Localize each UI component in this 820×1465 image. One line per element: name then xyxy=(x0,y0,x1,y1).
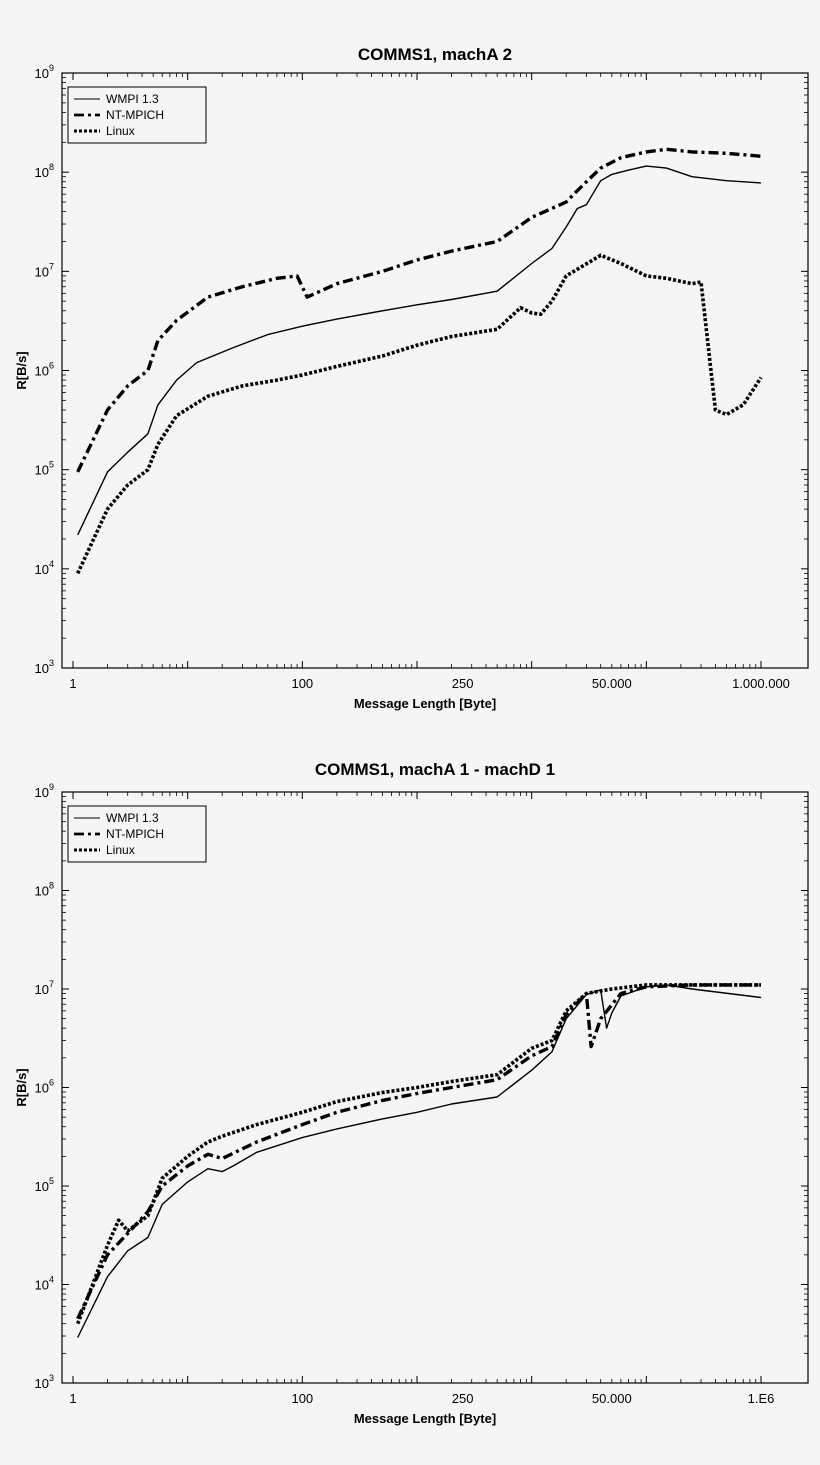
y-tick-label: 106 xyxy=(35,361,54,379)
y-tick-label: 104 xyxy=(35,1275,54,1293)
x-tick-label: 100 xyxy=(291,676,313,691)
legend-entry: WMPI 1.3 xyxy=(106,92,159,106)
series-line-nt-mpich xyxy=(76,983,761,1320)
chart-1: 103 104 105 106 107 108 109 1 100 250 50.000 1.000.… xyxy=(14,45,809,711)
chart-title: COMMS1, machA 2 xyxy=(358,45,512,64)
x-tick-label: 1.000.000 xyxy=(732,676,790,691)
series-line-nt-mpich xyxy=(76,147,762,473)
series-line-wmpi-1-3 xyxy=(77,165,762,536)
y-tick-label: 105 xyxy=(35,1176,54,1194)
y-tick-label: 109 xyxy=(35,63,54,81)
legend-entry: Linux xyxy=(106,843,135,857)
y-tick-label: 105 xyxy=(35,460,54,478)
y-tick-label: 103 xyxy=(35,1373,54,1391)
y-axis-label: R[B/s] xyxy=(14,351,29,389)
x-tick-label: 50.000 xyxy=(592,1391,632,1406)
chart-title: COMMS1, machA 1 - machD 1 xyxy=(315,760,555,779)
y-tick-label: 104 xyxy=(35,559,54,577)
series-line-linux xyxy=(76,253,763,575)
legend-entry: WMPI 1.3 xyxy=(106,811,159,825)
x-tick-label: 1.E6 xyxy=(748,1391,775,1406)
chart-2: 103 104 105 106 107 108 109 1 100 250 50.000 1.E6 CO… xyxy=(14,760,809,1426)
y-tick-label: 109 xyxy=(35,782,54,800)
plot-frame xyxy=(61,791,809,1384)
plot-frame xyxy=(61,72,809,669)
legend-entry: NT-MPICH xyxy=(106,827,164,841)
y-axis-label: R[B/s] xyxy=(14,1068,29,1106)
y-tick-label: 108 xyxy=(35,162,54,180)
y-tick-label: 107 xyxy=(35,261,54,279)
x-tick-label: 250 xyxy=(452,676,474,691)
series-line-linux xyxy=(76,983,761,1325)
x-tick-label: 1 xyxy=(69,1391,76,1406)
x-axis-label: Message Length [Byte] xyxy=(354,1411,496,1426)
x-tick-label: 1 xyxy=(69,676,76,691)
x-tick-label: 250 xyxy=(452,1391,474,1406)
x-tick-label: 100 xyxy=(291,1391,313,1406)
y-tick-label: 107 xyxy=(35,979,54,997)
series-line-wmpi-1-3 xyxy=(77,984,762,1338)
legend-entry: Linux xyxy=(106,124,135,138)
x-axis-label: Message Length [Byte] xyxy=(354,696,496,711)
y-tick-label: 103 xyxy=(35,658,54,676)
y-tick-label: 108 xyxy=(35,881,54,899)
legend-entry: NT-MPICH xyxy=(106,108,164,122)
y-tick-label: 106 xyxy=(35,1078,54,1096)
x-tick-label: 50.000 xyxy=(592,676,632,691)
